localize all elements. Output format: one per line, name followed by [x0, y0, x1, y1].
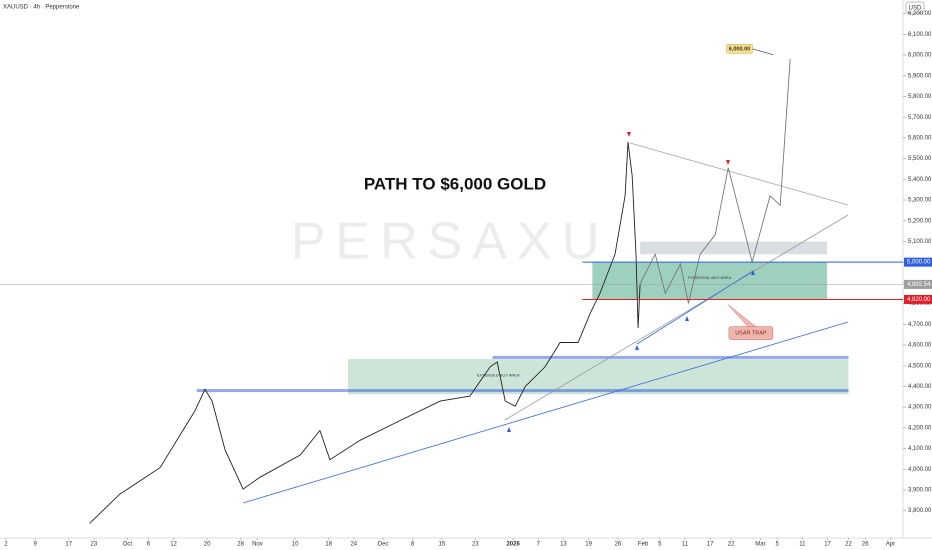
x-tick-label: 26	[615, 542, 622, 548]
trap-label: USAR TRAP	[735, 331, 767, 337]
up-arrow	[685, 316, 689, 321]
y-tick-label: 4,500.00	[908, 363, 932, 369]
x-tick-label: 18	[325, 542, 332, 548]
y-tick-label: 5,500.00	[908, 156, 932, 162]
x-tick-label: 17	[707, 542, 714, 548]
arrows	[627, 132, 730, 165]
trap-pointer	[727, 304, 757, 327]
x-tick-label: Feb	[638, 542, 649, 548]
x-tick-label: 17	[65, 542, 72, 548]
x-tick-label: Nov	[252, 542, 263, 548]
y-tick-label: 4,800.00	[908, 301, 932, 307]
support-line	[196, 389, 849, 393]
x-tick-label: Dec	[378, 542, 389, 548]
x-tick-label: 9	[34, 542, 38, 548]
level-label: 5,000.00	[907, 260, 931, 266]
y-tick-label: 3,800.00	[908, 508, 932, 514]
x-tick-label: Oct	[123, 542, 133, 548]
x-tick-label: 10	[292, 542, 299, 548]
x-tick-label: 22	[845, 542, 852, 548]
y-tick-label: 6,200.00	[908, 11, 932, 17]
zone-label: POTENTIAL BUY AREA	[688, 275, 731, 280]
trendline	[629, 142, 849, 206]
trap-box	[728, 326, 774, 340]
level-tag	[904, 257, 932, 267]
x-tick-label: 2026	[506, 542, 520, 548]
y-tick-label: 4,000.00	[908, 467, 932, 473]
x-tick-label: Mar	[755, 542, 765, 548]
up-arrow	[507, 427, 511, 432]
y-tick-label: 5,300.00	[908, 198, 932, 204]
trendline	[242, 321, 849, 504]
watermark: PERSAXU	[291, 213, 610, 271]
x-tick-label: Apr	[886, 542, 895, 548]
y-tick-label: 4,600.00	[908, 343, 932, 349]
y-tick-label: 4,400.00	[908, 384, 932, 390]
y-tick-label: 5,200.00	[908, 218, 932, 224]
x-tick-label: 20	[204, 542, 211, 548]
trendline	[636, 270, 754, 345]
y-tick-label: 5,800.00	[908, 94, 932, 100]
y-tick-label: 3,900.00	[908, 488, 932, 494]
x-tick-label: 6	[147, 542, 151, 548]
x-tick-label: 24	[350, 542, 357, 548]
y-tick-label: 6,100.00	[908, 32, 932, 38]
symbol: XAUUSD · 4h · Pepperstone	[3, 5, 80, 11]
x-tick-label: 5	[658, 542, 662, 548]
x-tick-label: 23	[472, 542, 479, 548]
y-tick-label: 5,600.00	[908, 135, 932, 141]
y-tick-label: 6,000.00	[908, 53, 932, 59]
currency: USD	[909, 6, 922, 12]
x-tick-label: 2	[4, 542, 8, 548]
x-tick-label: 7	[537, 542, 541, 548]
x-tick-label: 19	[585, 542, 592, 548]
x-tick-label: 8	[411, 542, 415, 548]
y-tick-label: 5,100.00	[908, 239, 932, 245]
up-arrow	[751, 270, 755, 275]
x-tick-label: 23	[91, 542, 98, 548]
x-tick-label: 11	[799, 542, 806, 548]
y-tick-label: 4,100.00	[908, 446, 932, 452]
y-tick-label: 5,400.00	[908, 177, 932, 183]
level-label: 4,820.00	[907, 297, 931, 303]
trendline	[504, 214, 849, 421]
level-tag	[904, 279, 932, 289]
down-arrow	[726, 160, 730, 165]
currency-box	[905, 1, 925, 14]
zone	[592, 262, 828, 300]
down-arrow	[627, 132, 631, 137]
y-tick-label: 4,300.00	[908, 405, 932, 411]
arrows	[507, 270, 755, 432]
price-line	[89, 141, 641, 524]
x-tick-label: 11	[682, 542, 689, 548]
y-tick-label: 4,200.00	[908, 425, 932, 431]
zone	[640, 241, 828, 255]
x-tick-label: 22	[728, 542, 735, 548]
zone-label: EXTENDED BUY AREA	[477, 373, 520, 378]
headline: PATH TO $6,000 GOLD	[364, 174, 546, 193]
level-label: 4,892.54	[907, 282, 931, 288]
y-tick-label: 5,900.00	[908, 73, 932, 79]
up-arrow	[635, 345, 639, 350]
target-pointer	[752, 48, 774, 56]
y-tick-label: 4,700.00	[908, 322, 932, 328]
zone	[347, 359, 849, 395]
y-tick-label: 5,700.00	[908, 115, 932, 121]
level-tag	[904, 294, 932, 304]
x-tick-label: 12	[170, 542, 177, 548]
x-tick-label: 13	[560, 542, 567, 548]
projection-line	[639, 58, 791, 304]
target-label: 6,000.00	[729, 46, 750, 52]
x-tick-label: 26	[862, 542, 869, 548]
x-tick-label: 28	[237, 542, 244, 548]
support-line	[492, 355, 849, 359]
x-tick-label: 5	[776, 542, 780, 548]
x-tick-label: 15	[439, 542, 446, 548]
x-tick-label: 17	[824, 542, 831, 548]
